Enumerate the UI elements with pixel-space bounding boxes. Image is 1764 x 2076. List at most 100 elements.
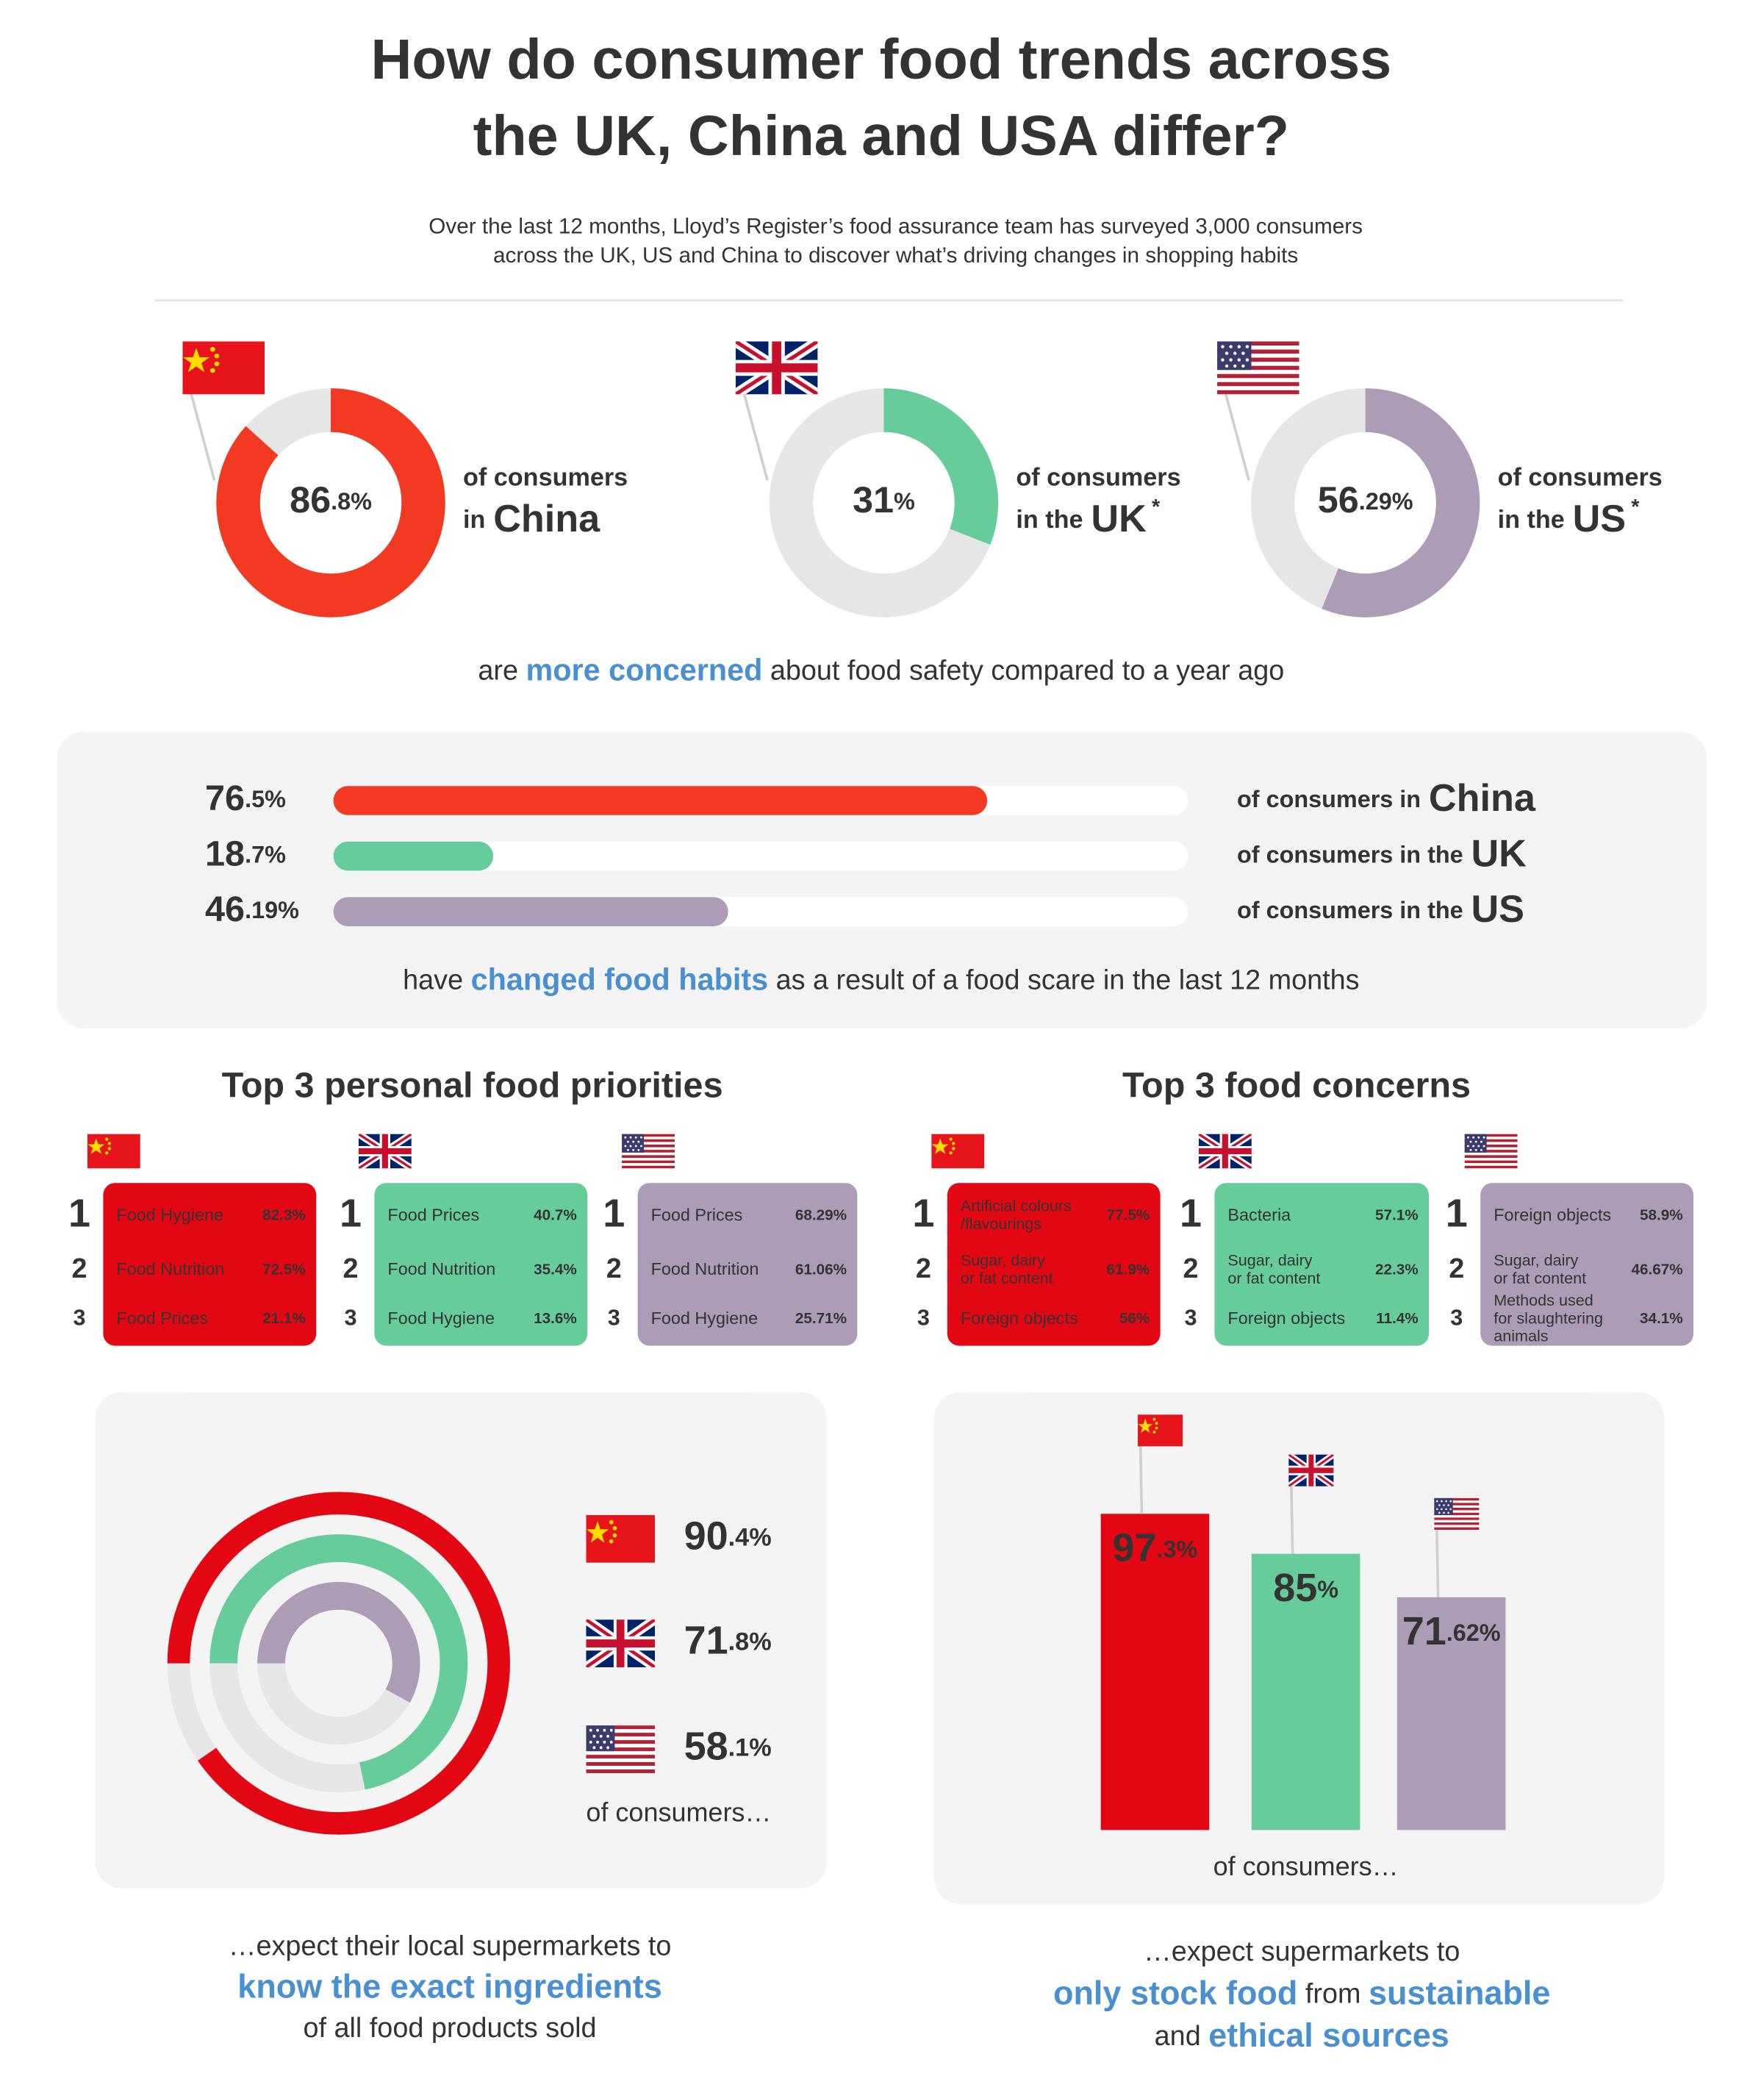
item-value: 25.71%	[795, 1310, 847, 1327]
donut-arc	[769, 388, 999, 618]
caption-text: …expect supermarkets to	[1144, 1936, 1460, 1967]
item-value: 72.5%	[262, 1261, 306, 1278]
flag	[736, 341, 818, 394]
ring-value: 71.8%	[684, 1619, 772, 1663]
country-name: China	[1429, 777, 1536, 820]
caption-text: have	[403, 965, 470, 996]
bar	[333, 841, 494, 871]
rank: 2	[72, 1253, 87, 1284]
rank: 2	[1183, 1253, 1199, 1284]
item-name: Sugar, dairy	[1494, 1251, 1578, 1270]
donut-caption: in China	[463, 498, 600, 540]
caption: are more concerned about food safety com…	[478, 653, 1284, 687]
item-name: Food Hygiene	[387, 1309, 495, 1328]
item-value: 13.6%	[534, 1310, 577, 1327]
footnote-mark: *	[1631, 495, 1640, 519]
value-minor: .1%	[728, 1734, 772, 1762]
donut-arc	[1250, 388, 1480, 618]
item-value: 61.06%	[795, 1261, 847, 1278]
ring-value: 90.4%	[684, 1514, 772, 1558]
bar-caption: of consumers in the US	[1237, 888, 1524, 931]
value-minor: .29%	[1359, 488, 1413, 515]
caption-text: in	[463, 506, 485, 534]
item-name: Foreign objects	[1227, 1309, 1345, 1328]
caption-text: from	[1297, 1978, 1369, 2009]
section-title: Top 3 personal food priorities	[222, 1065, 723, 1105]
rank: 1	[1446, 1191, 1468, 1235]
list-box	[947, 1183, 1161, 1346]
flag	[87, 1134, 140, 1169]
bar	[1396, 1597, 1506, 1830]
footer: of consumers…	[586, 1797, 771, 1827]
item-name: or fat content	[1494, 1269, 1586, 1287]
ring-arc	[209, 1534, 468, 1793]
caption-emphasis: sustainable	[1369, 1974, 1551, 2011]
caption: of all food products sold	[304, 2013, 597, 2044]
flag-pole	[1224, 391, 1250, 481]
caption-text: and	[1155, 2021, 1209, 2052]
item-name: Food Prices	[387, 1205, 479, 1224]
item-name: Food Nutrition	[116, 1259, 224, 1278]
title: How do consumer food trends across	[370, 28, 1391, 91]
flag-pole	[1139, 1445, 1144, 1514]
value-major: 90	[684, 1514, 728, 1558]
bar	[333, 786, 988, 815]
value-major: 18	[205, 834, 245, 873]
bar	[333, 897, 728, 926]
country-name: China	[493, 498, 600, 540]
rank: 2	[343, 1253, 359, 1284]
donut-caption: in the UK *	[1016, 495, 1161, 540]
donut-value: 86.8%	[290, 479, 372, 520]
value-minor: .3%	[1157, 1536, 1198, 1562]
rank: 3	[1185, 1306, 1197, 1331]
list-box	[374, 1183, 588, 1346]
flag	[359, 1134, 412, 1169]
section-title: Top 3 food concerns	[1122, 1065, 1471, 1105]
donut-value: 56.29%	[1318, 479, 1413, 520]
bar-value: 18.7%	[205, 834, 286, 873]
flag-pole	[1435, 1528, 1440, 1597]
item-value: 57.1%	[1375, 1207, 1419, 1224]
caption-emphasis: only stock food	[1053, 1974, 1297, 2011]
flag	[931, 1134, 985, 1169]
item-name: Sugar, dairy	[961, 1251, 1045, 1270]
bar-value: 97.3%	[1112, 1526, 1197, 1570]
rank: 3	[1450, 1306, 1463, 1331]
flag	[1138, 1414, 1183, 1447]
item-value: 34.1%	[1640, 1310, 1683, 1327]
flag	[1217, 341, 1299, 394]
value-minor: .62%	[1446, 1619, 1501, 1646]
flag	[622, 1134, 675, 1169]
donut-caption: of consumers	[1016, 464, 1180, 492]
bar-value: 71.62%	[1402, 1609, 1501, 1653]
flag	[586, 1619, 655, 1667]
caption: only stock food from sustainable	[1053, 1974, 1550, 2011]
caption: and ethical sources	[1155, 2016, 1449, 2054]
caption-emphasis: changed food habits	[471, 963, 769, 997]
bar-track	[333, 841, 1188, 871]
item-name: /flavourings	[961, 1214, 1042, 1233]
bar-value: 46.19%	[205, 890, 299, 929]
rank: 1	[340, 1191, 362, 1235]
flag	[1288, 1455, 1333, 1486]
rank: 1	[68, 1191, 90, 1235]
value-major: 56	[1318, 479, 1359, 520]
donut-value: 31%	[853, 479, 915, 520]
country-name: UK	[1471, 832, 1527, 875]
item-name: Foreign objects	[961, 1309, 1078, 1328]
value-major: 46	[205, 890, 245, 929]
country-name: US	[1573, 498, 1627, 540]
value-minor: %	[894, 488, 915, 515]
value-major: 58	[684, 1725, 728, 1769]
donut-caption: of consumers	[463, 464, 628, 492]
footer: of consumers…	[1213, 1851, 1399, 1881]
flag	[1464, 1134, 1518, 1169]
item-value: 61.9%	[1107, 1261, 1150, 1278]
subtitle: Over the last 12 months, Lloyd’s Registe…	[429, 214, 1363, 238]
caption-emphasis: more concerned	[526, 653, 762, 687]
bar-value: 76.5%	[205, 778, 286, 818]
bar	[1100, 1514, 1210, 1830]
caption-text: of consumers in the	[1237, 897, 1463, 923]
rank: 1	[603, 1191, 625, 1235]
